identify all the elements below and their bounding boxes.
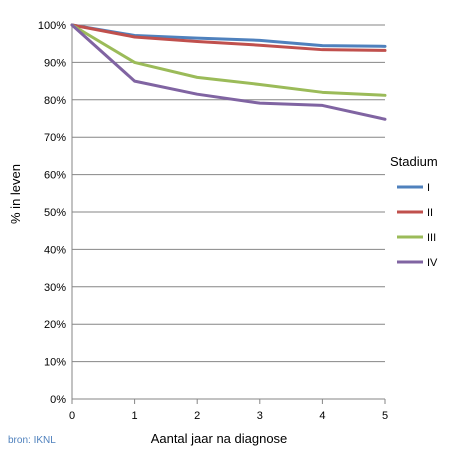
legend-label-iii: III <box>427 232 436 244</box>
series-lines <box>70 23 387 121</box>
y-tick-label: 20% <box>44 319 66 331</box>
series-line-iv <box>70 23 387 121</box>
y-tick-label: 30% <box>44 282 66 294</box>
legend-label-iv: IV <box>427 257 438 269</box>
y-tick-label: 90% <box>44 57 66 69</box>
legend-label-i: I <box>427 182 430 194</box>
series-line-iii <box>70 23 387 97</box>
x-tick-label: 2 <box>194 410 200 422</box>
y-tick-label: 50% <box>44 207 66 219</box>
x-tick-label: 4 <box>319 410 325 422</box>
y-tick-label: 70% <box>44 132 66 144</box>
series-line-ii <box>70 23 387 52</box>
x-tick-label: 5 <box>382 410 388 422</box>
legend-label-ii: II <box>427 207 433 219</box>
y-tick-label: 80% <box>44 95 66 107</box>
y-tick-label: 40% <box>44 244 66 256</box>
y-tick-label: 100% <box>38 20 66 32</box>
source-note: bron: IKNL <box>8 435 56 446</box>
y-tick-label: 10% <box>44 357 66 369</box>
x-tick-labels: 0 1 2 3 4 5 <box>69 410 388 422</box>
y-tick-labels: 0% 10% 20% 30% 40% 50% 60% 70% 80% 90% 100% <box>38 20 66 406</box>
x-tick-label: 3 <box>257 410 263 422</box>
gridlines <box>72 24 385 363</box>
y-tick-label: 60% <box>44 170 66 182</box>
y-tick-label: 0% <box>50 394 66 406</box>
axes <box>71 25 386 404</box>
x-axis-title: Aantal jaar na diagnose <box>151 431 288 446</box>
x-tick-label: 1 <box>132 410 138 422</box>
x-tick-label: 0 <box>69 410 75 422</box>
legend-title: Stadium <box>390 154 438 169</box>
y-axis-title: % in leven <box>8 164 23 224</box>
